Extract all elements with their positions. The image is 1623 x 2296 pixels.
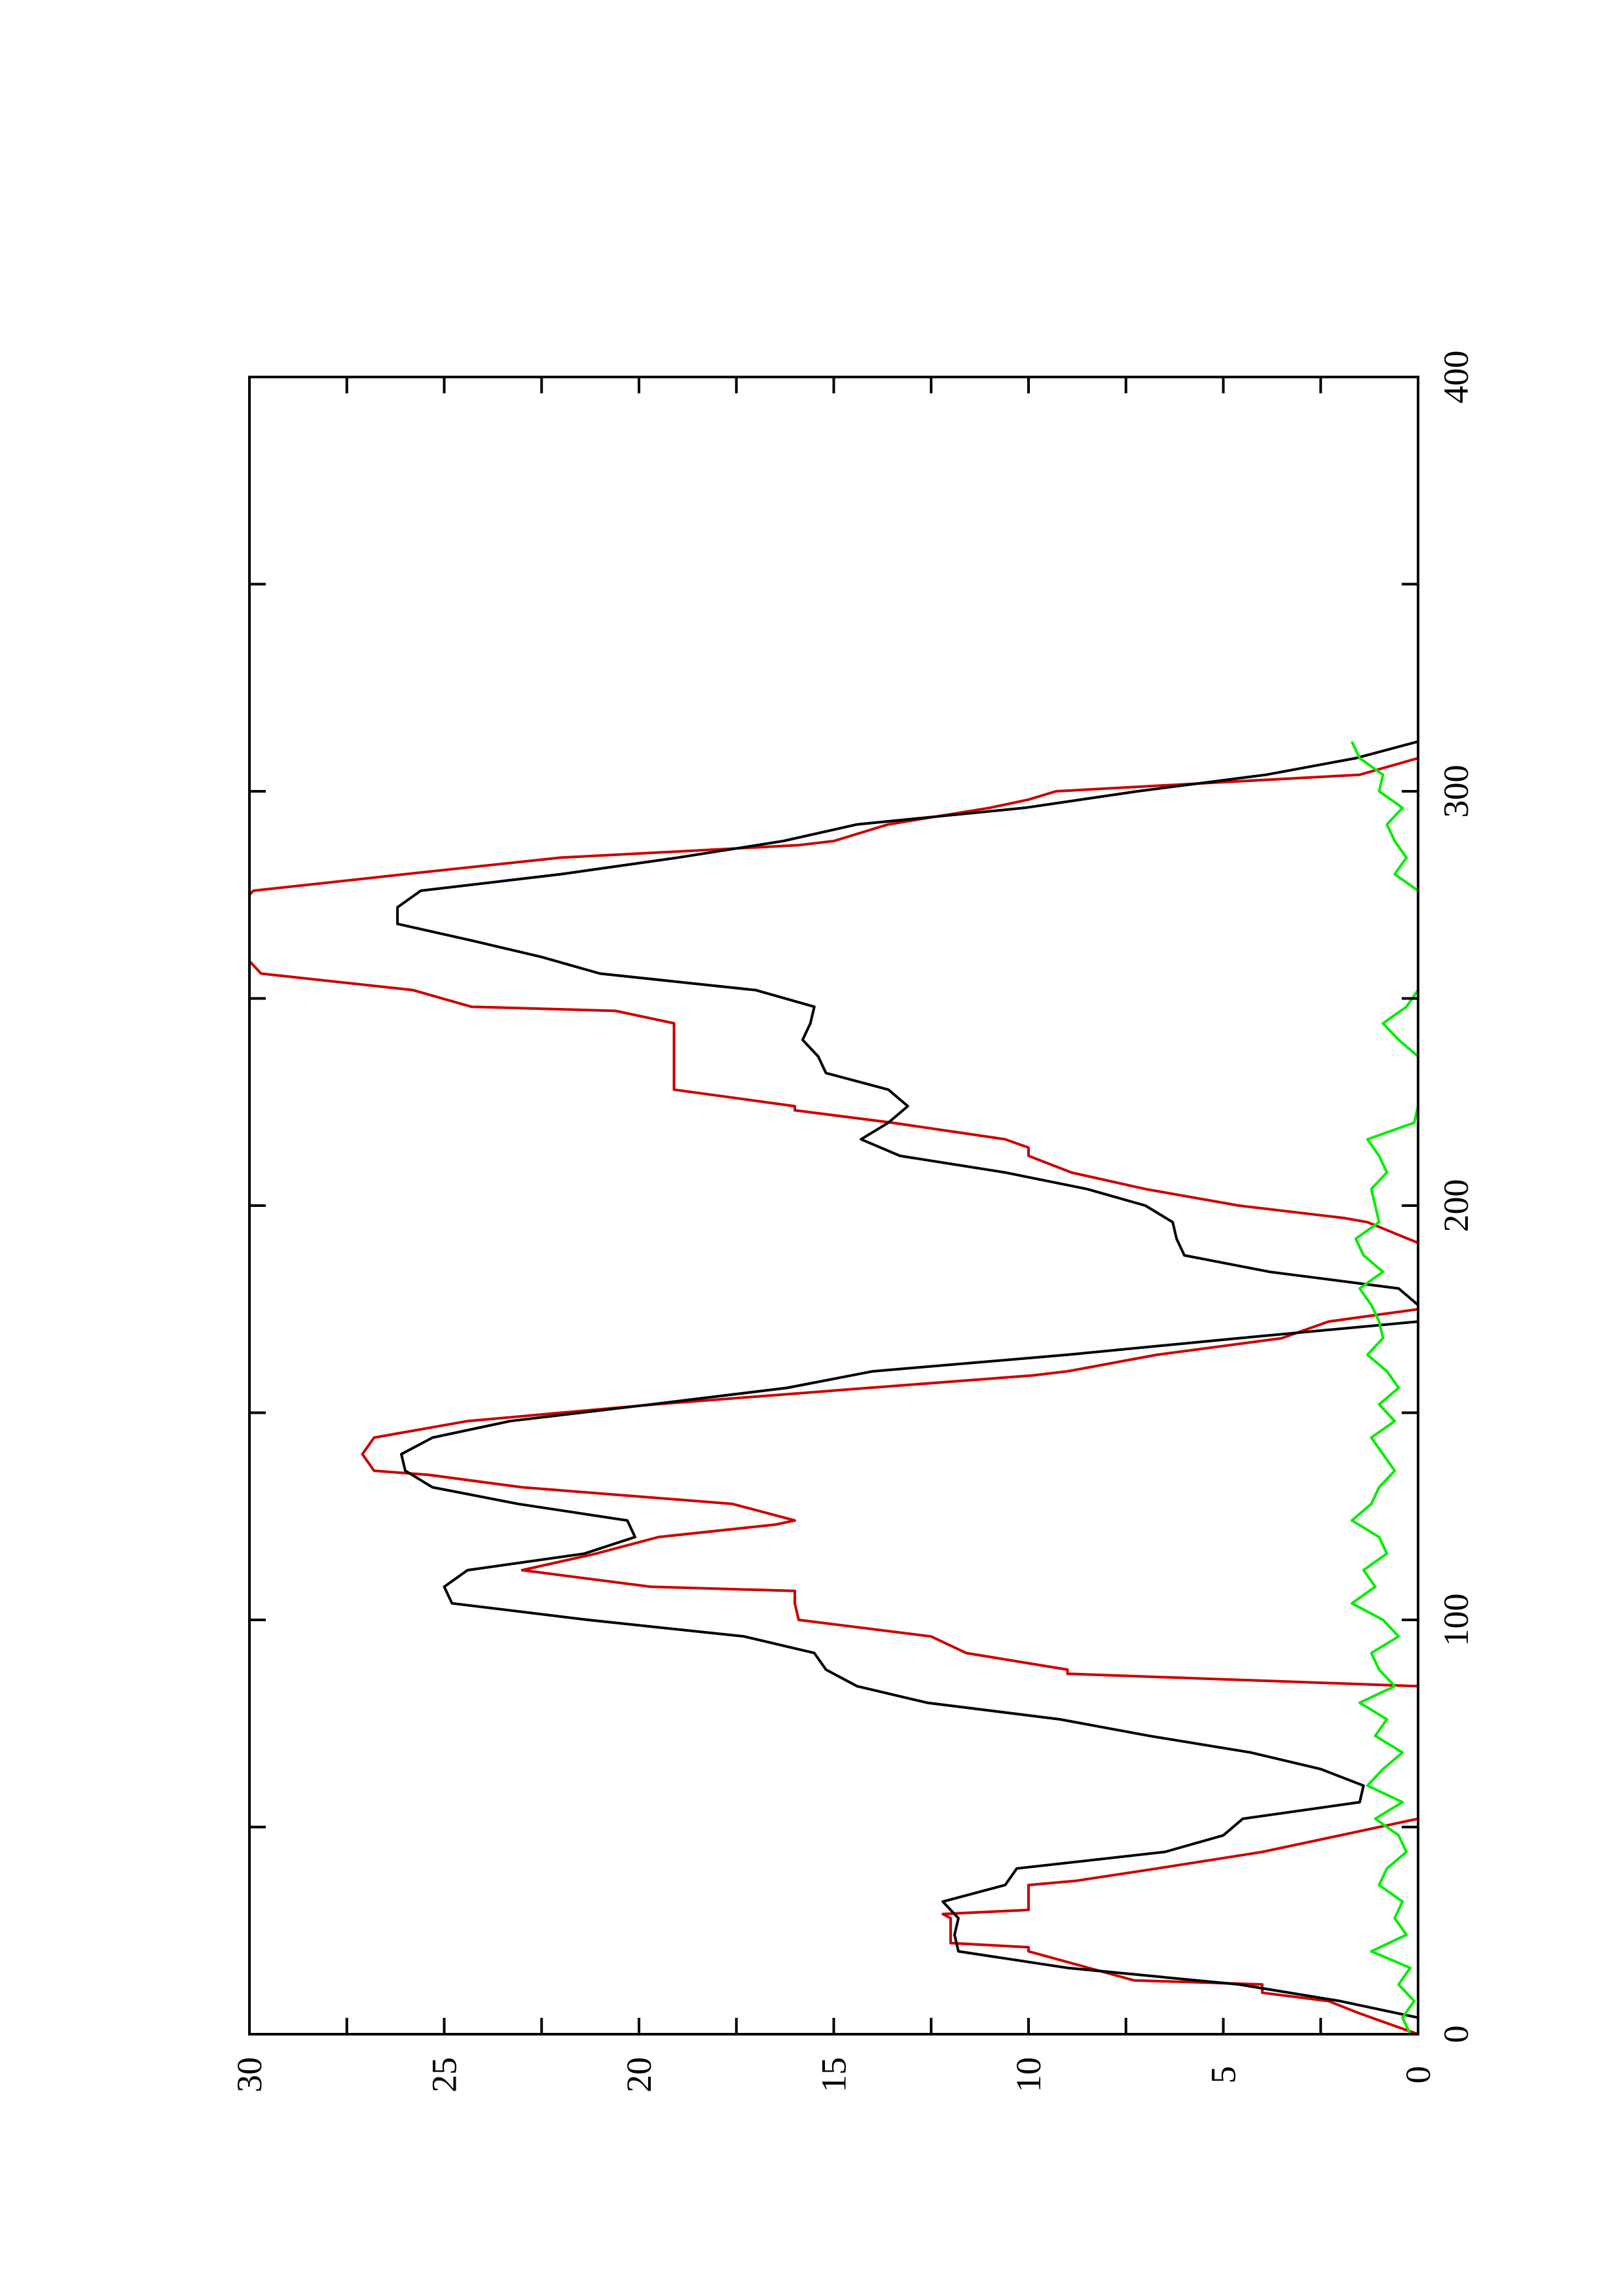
y-tick-label: 15 xyxy=(814,2057,854,2092)
series-line-2 xyxy=(396,740,1419,2034)
y-tick-label: 30 xyxy=(230,2057,269,2092)
y-tick-label: 20 xyxy=(619,2057,659,2092)
y-tick-label: 5 xyxy=(1204,2066,1243,2084)
x-tick-label: 100 xyxy=(1436,1594,1476,1647)
x-tick-label: 0 xyxy=(1436,2026,1476,2043)
x-tick-label: 300 xyxy=(1436,765,1476,818)
series-line-3 xyxy=(1350,741,1419,2035)
series-line-1 xyxy=(248,757,1419,2036)
series-layer xyxy=(248,740,1419,2036)
y-tick-label: 0 xyxy=(1398,2066,1438,2084)
y-tick-label: 10 xyxy=(1009,2057,1048,2092)
y-tick-label: 25 xyxy=(425,2057,464,2092)
labels-layer: 0 100 200 300 400 0 5 10 15 20 25 30 xyxy=(230,351,1476,2093)
ticks-layer xyxy=(248,376,1419,2036)
x-tick-label: 400 xyxy=(1436,351,1476,404)
x-tick-label: 200 xyxy=(1436,1179,1476,1232)
